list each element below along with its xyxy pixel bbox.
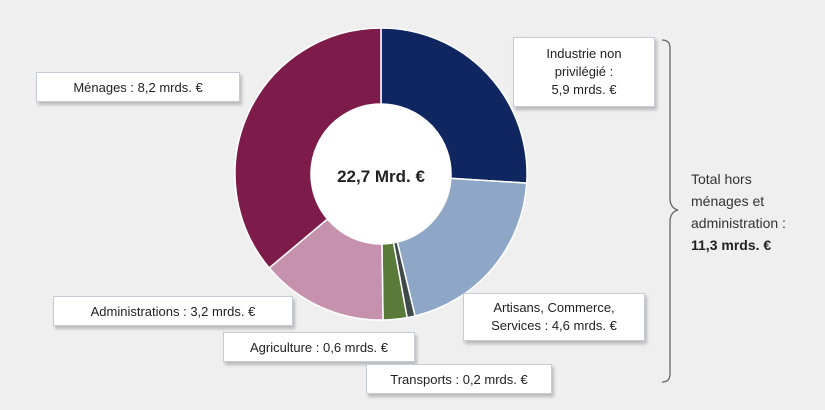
label-artisans: Artisans, Commerce, Services : 4,6 mrds.… (463, 293, 645, 341)
center-total-label: 22,7 Mrd. € (337, 167, 425, 186)
label-menages: Ménages : 8,2 mrds. € (36, 72, 240, 102)
label-industrie-line2: privilégié : (554, 64, 614, 79)
label-administrations: Administrations : 3,2 mrds. € (53, 296, 293, 326)
label-artisans-line2: Services : 4,6 mrds. € (491, 318, 617, 333)
total-note-line1: Total hors (691, 171, 752, 187)
total-bracket (661, 39, 679, 383)
donut-slices (234, 27, 528, 321)
label-agriculture: Agriculture : 0,6 mrds. € (223, 332, 415, 362)
label-agriculture-text: Agriculture : 0,6 mrds. € (250, 339, 388, 355)
total-note: Total hors ménages et administration : 1… (691, 168, 786, 256)
label-transports: Transports : 0,2 mrds. € (366, 364, 552, 394)
label-industrie-line1: Industrie non (546, 46, 622, 61)
total-note-line3: administration : (691, 215, 786, 231)
total-note-line2: ménages et (691, 193, 765, 209)
donut-hole (311, 104, 451, 244)
label-industrie: Industrie non privilégié : 5,9 mrds. € (513, 37, 655, 107)
label-artisans-line1: Artisans, Commerce, (493, 300, 615, 315)
label-administrations-text: Administrations : 3,2 mrds. € (90, 303, 256, 319)
label-transports-text: Transports : 0,2 mrds. € (390, 371, 528, 387)
label-industrie-line3: 5,9 mrds. € (551, 82, 617, 97)
total-note-value: 11,3 mrds. € (691, 237, 772, 253)
label-menages-text: Ménages : 8,2 mrds. € (73, 79, 203, 95)
